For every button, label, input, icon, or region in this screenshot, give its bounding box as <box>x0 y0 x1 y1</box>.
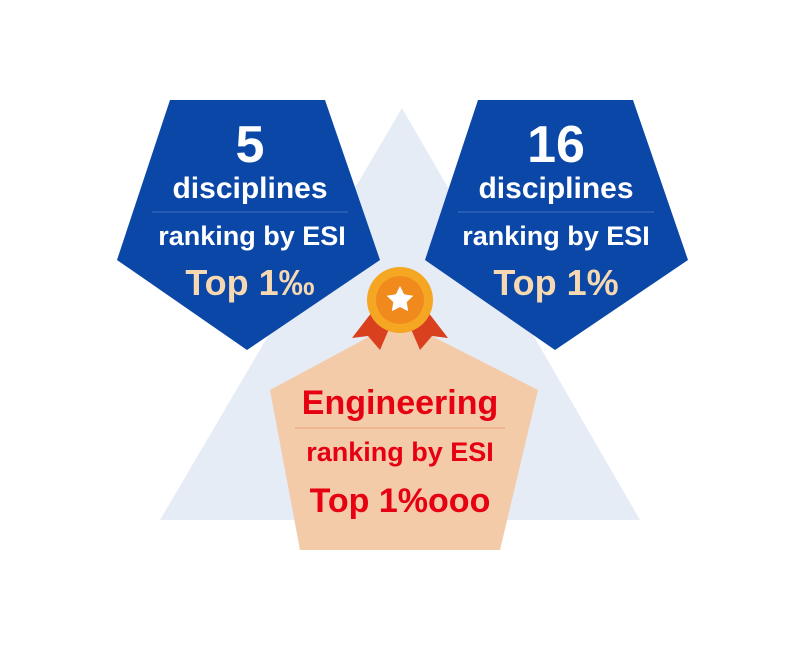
right-number: 16 <box>527 116 585 174</box>
right-pentagon-group: 16 disciplines ranking by ESI Top 1% <box>425 100 688 350</box>
center-pentagon <box>270 320 538 550</box>
center-title: Engineering <box>302 384 498 422</box>
center-top: Top 1%ooo <box>310 482 491 520</box>
medal-star-icon <box>352 267 448 350</box>
left-number: 5 <box>236 116 265 174</box>
right-pentagon <box>425 100 688 350</box>
right-ranking: ranking by ESI <box>462 221 650 251</box>
star-icon <box>386 286 414 312</box>
center-ranking: ranking by ESI <box>306 437 494 467</box>
left-pentagon <box>117 100 380 350</box>
right-top: Top 1% <box>493 262 618 303</box>
left-top: Top 1‰ <box>185 262 314 303</box>
right-unit: disciplines <box>478 172 633 205</box>
left-ranking: ranking by ESI <box>158 221 346 251</box>
left-pentagon-group: 5 disciplines ranking by ESI Top 1‰ <box>117 100 380 350</box>
left-unit: disciplines <box>172 172 327 205</box>
center-pentagon-group: Engineering ranking by ESI Top 1%ooo <box>270 320 538 550</box>
